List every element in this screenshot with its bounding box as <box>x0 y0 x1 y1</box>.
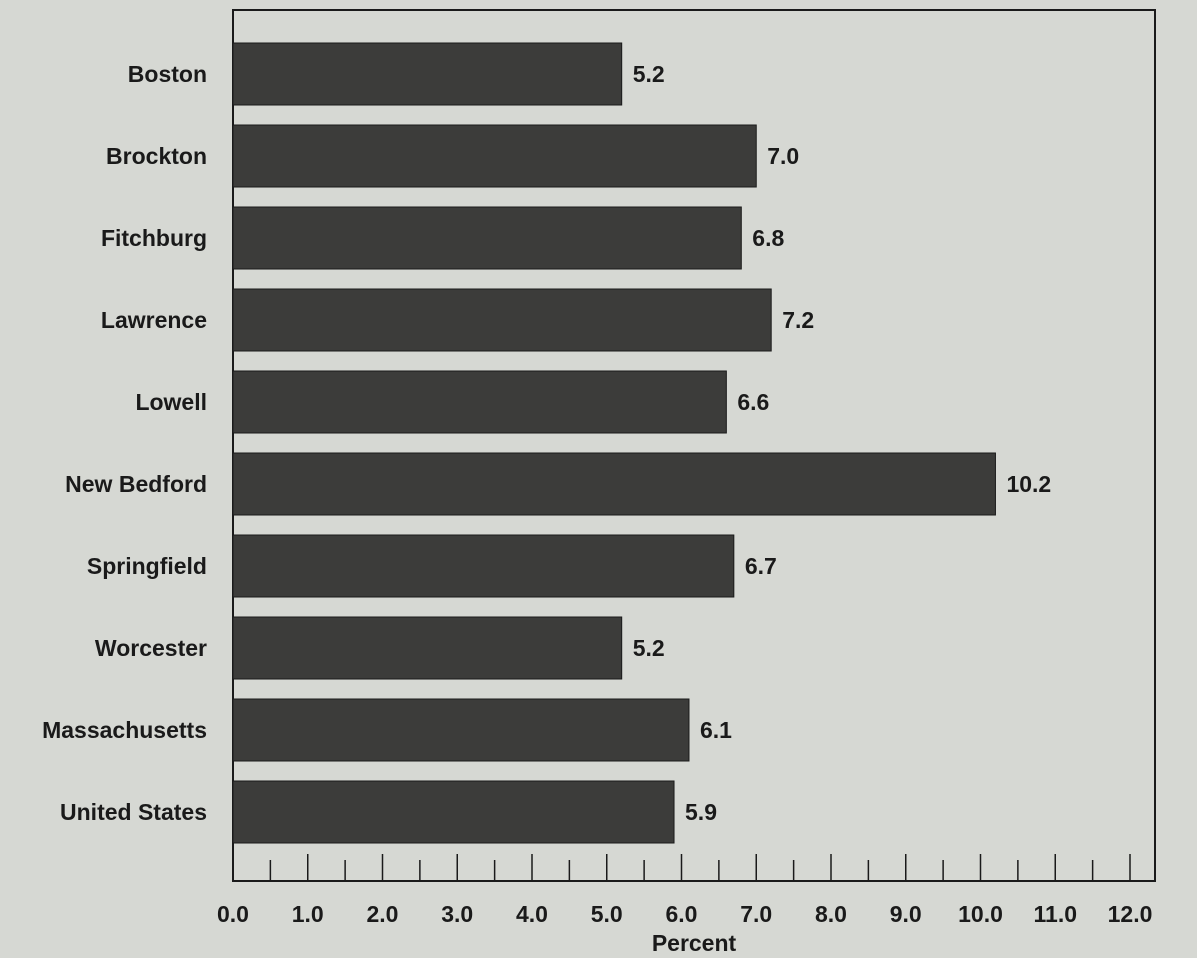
x-tick-label: 9.0 <box>890 901 922 927</box>
bar <box>232 288 772 352</box>
x-tick-label: 5.0 <box>591 901 623 927</box>
x-tick-label: 2.0 <box>367 901 399 927</box>
x-tick-label: 11.0 <box>1034 901 1078 927</box>
bar <box>232 616 623 680</box>
bar <box>232 206 742 270</box>
data-label: 6.8 <box>752 225 784 251</box>
category-label: New Bedford <box>65 471 207 497</box>
data-label: 7.2 <box>782 307 814 333</box>
x-axis-title: Percent <box>652 930 737 956</box>
data-label: 6.7 <box>745 553 777 579</box>
category-label: Brockton <box>106 143 207 169</box>
category-label: United States <box>60 799 207 825</box>
bar <box>232 780 675 844</box>
bar <box>232 452 996 516</box>
category-label: Lawrence <box>101 307 207 333</box>
x-tick-label: 12.0 <box>1108 901 1153 927</box>
category-label-group: Boston Brockton Fitchburg Lawrence Lowell New… <box>42 61 207 825</box>
x-tick-label: 1.0 <box>292 901 324 927</box>
x-tick-label: 6.0 <box>666 901 698 927</box>
category-label: Massachusetts <box>42 717 207 743</box>
data-label: 6.6 <box>737 389 769 415</box>
x-tick-label: 7.0 <box>740 901 772 927</box>
data-label: 6.1 <box>700 717 732 743</box>
x-tick-label: 0.0 <box>217 901 249 927</box>
data-label: 5.2 <box>633 635 665 661</box>
x-axis-tick-labels: 0.0 1.0 2.0 3.0 4.0 5.0 6.0 7.0 8.0 9.0 10.0 11.0 12… <box>217 901 1152 927</box>
value-label-group: 5.2 7.0 6.8 7.2 6.6 10.2 6.7 5.2 6.1 5.9 <box>633 61 1052 825</box>
category-label: Boston <box>128 61 207 87</box>
category-label: Worcester <box>95 635 207 661</box>
x-tick-label: 4.0 <box>516 901 548 927</box>
x-tick-label: 3.0 <box>441 901 473 927</box>
x-tick-label: 8.0 <box>815 901 847 927</box>
plot-frame <box>232 9 1156 882</box>
x-tick-label: 10.0 <box>958 901 1003 927</box>
data-label: 5.9 <box>685 799 717 825</box>
category-label: Lowell <box>135 389 207 415</box>
bar <box>232 124 757 188</box>
data-label: 5.2 <box>633 61 665 87</box>
bar <box>232 698 690 762</box>
bar <box>232 42 623 106</box>
data-label: 10.2 <box>1006 471 1051 497</box>
data-label: 7.0 <box>767 143 799 169</box>
bar-group <box>232 42 996 844</box>
bar <box>232 534 735 598</box>
category-label: Springfield <box>87 553 207 579</box>
x-axis-ticks <box>232 854 1131 881</box>
category-label: Fitchburg <box>101 225 207 251</box>
bar <box>232 370 727 434</box>
